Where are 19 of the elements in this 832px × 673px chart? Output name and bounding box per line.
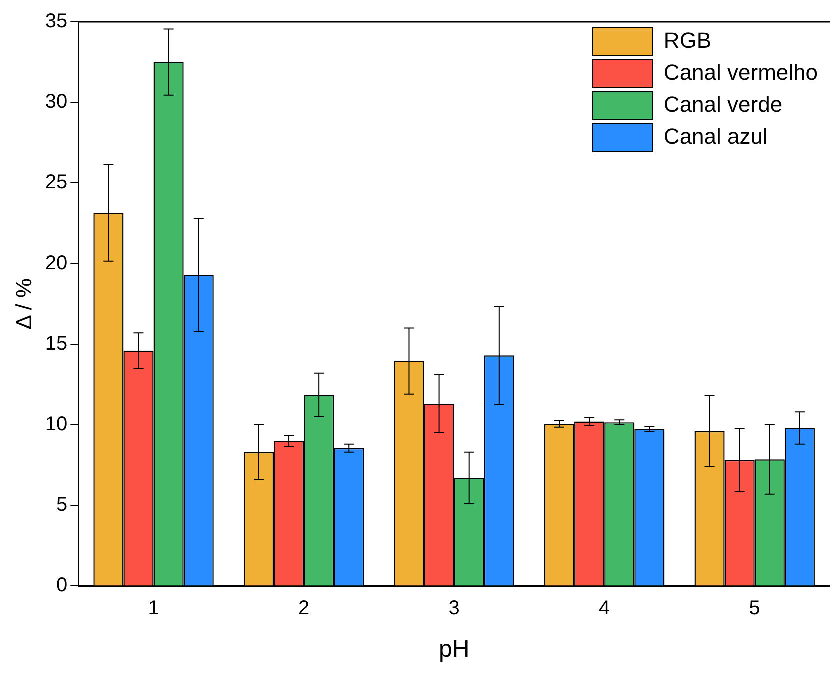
y-tick-label: 20 [45, 252, 68, 274]
y-tick-label: 35 [45, 10, 68, 33]
legend-label: Canal vermelho [664, 60, 818, 86]
legend-label: Canal azul [664, 124, 768, 150]
x-tick-label: 3 [448, 598, 460, 620]
y-tick-label: 30 [45, 91, 68, 114]
y-tick-label: 5 [56, 494, 68, 516]
legend-label: Canal verde [664, 92, 783, 118]
x-axis-title: pH [438, 636, 470, 664]
y-tick-label: 10 [45, 414, 68, 436]
x-tick-label: 1 [148, 598, 160, 620]
y-tick-label: 0 [56, 574, 68, 597]
y-tick-label: 15 [45, 332, 68, 355]
x-tick-label: 5 [749, 598, 760, 620]
x-tick-label: 4 [599, 598, 610, 620]
legend-label: RGB [664, 28, 712, 54]
y-axis-title: Δ / % [11, 278, 36, 330]
x-tick-label: 2 [298, 598, 310, 620]
y-tick-label: 25 [45, 172, 68, 194]
